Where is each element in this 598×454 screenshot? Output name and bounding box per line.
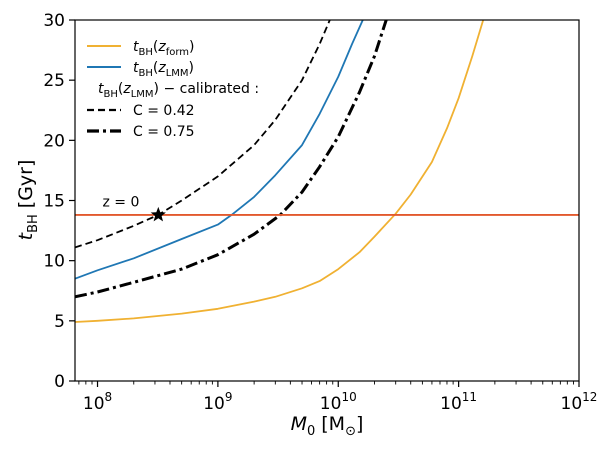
y-tick-label: 15 <box>43 192 65 212</box>
x-tick-label: 1011 <box>440 390 477 414</box>
x-axis-label-sub: 0 <box>307 424 315 439</box>
y-tick-label: 5 <box>54 312 65 332</box>
y-axis-label: tBH [Gyr] <box>15 160 41 241</box>
series-line-c042 <box>75 20 331 249</box>
legend-t-lmm-arg-sub: LMM <box>166 68 189 79</box>
legend-label-t-form: tBH(zform) <box>133 39 195 58</box>
z0-annotation: z = 0 <box>103 195 140 211</box>
x-axis-label-symbol: M <box>291 413 307 435</box>
x-tick-label-exp: 12 <box>582 390 597 404</box>
marker-layer <box>150 206 166 222</box>
legend-t-lmm-arg: z <box>157 60 166 76</box>
x-tick-label-base: 10 <box>320 394 342 414</box>
legend-subtitle-sub: BH <box>104 89 118 100</box>
y-tick-label: 20 <box>43 131 65 151</box>
x-axis-label-unit: [M <box>321 413 345 435</box>
x-tick-label: 109 <box>203 390 232 414</box>
x-tick-label-base: 10 <box>203 394 225 414</box>
legend-subtitle-main: t <box>98 81 104 97</box>
legend-label-t-lmm: tBH(zLMM) <box>133 60 194 79</box>
legend-label-c042: C = 0.42 <box>133 103 195 119</box>
x-axis-ticks: 108 109 1010 1011 1012 <box>78 381 598 414</box>
legend-t-form-main: t <box>133 39 139 55</box>
legend-t-form-arg-sub: form <box>166 47 189 58</box>
legend-subtitle: tBH(zLMM) − calibrated : <box>98 81 259 100</box>
y-tick-label: 0 <box>54 372 65 392</box>
x-tick-label-base: 10 <box>83 394 105 414</box>
legend-label-c075: C = 0.75 <box>133 124 195 140</box>
x-axis-label: M0 [M⊙] <box>291 413 364 439</box>
x-tick-label: 1010 <box>320 390 357 414</box>
x-tick-label-exp: 9 <box>225 390 233 404</box>
x-tick-label-exp: 8 <box>105 390 113 404</box>
y-tick-label: 30 <box>43 11 65 31</box>
star-marker <box>150 206 166 222</box>
legend: tBH(zform) tBH(zLMM) tBH(zLMM) − calibra… <box>87 39 259 140</box>
x-tick-label: 108 <box>83 390 112 414</box>
x-tick-label-exp: 11 <box>462 390 477 404</box>
y-tick-label: 25 <box>43 71 65 91</box>
y-axis-label-symbol: t <box>15 231 37 240</box>
series-line-c075 <box>75 20 388 299</box>
legend-t-form-arg: z <box>157 39 166 55</box>
legend-subtitle-arg: z <box>122 81 131 97</box>
y-axis-label-unit: [Gyr] <box>15 160 37 209</box>
y-tick-label: 10 <box>43 252 65 272</box>
y-axis-ticks: 0 5 10 15 20 25 30 <box>43 11 75 392</box>
legend-t-lmm-sub: BH <box>139 68 153 79</box>
x-tick-label-base: 10 <box>440 394 462 414</box>
series-line-t_form <box>75 20 485 323</box>
x-axis-label-unit-close: ] <box>356 413 363 435</box>
y-axis-label-sub: BH <box>26 214 41 233</box>
x-tick-label-base: 10 <box>561 394 583 414</box>
series-line-t_lmm <box>75 20 364 280</box>
x-axis-label-unit-sub: ⊙ <box>345 424 356 439</box>
x-tick-label: 1012 <box>561 390 598 414</box>
legend-subtitle-rest: ) − calibrated : <box>154 81 260 97</box>
legend-subtitle-arg-sub: LMM <box>131 89 154 100</box>
legend-t-lmm-main: t <box>133 60 139 76</box>
x-tick-label-exp: 10 <box>341 390 356 404</box>
legend-t-form-sub: BH <box>139 47 153 58</box>
